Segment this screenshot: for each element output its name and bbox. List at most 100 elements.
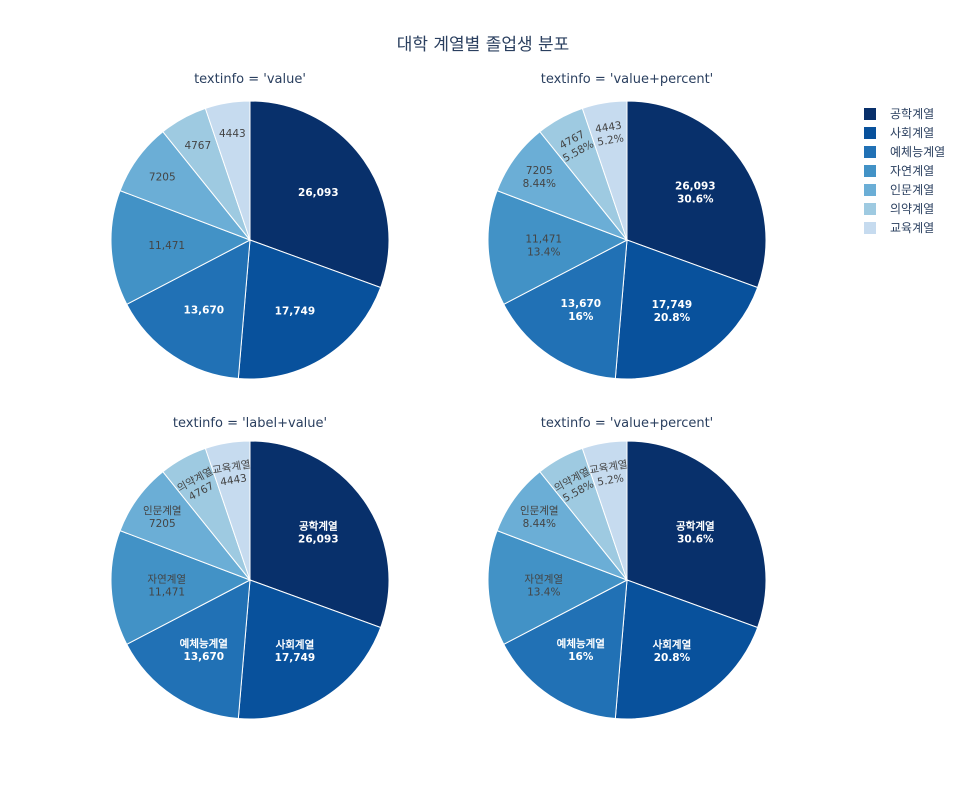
pie-4-label-3-line-1: 예체능계열 bbox=[557, 637, 605, 650]
pie-4-title: textinfo = 'value+percent' bbox=[541, 416, 714, 431]
legend-label-7: 교육계열 bbox=[890, 221, 934, 235]
pie-4-label-4-line-2: 13.4% bbox=[527, 586, 560, 598]
pie-4-label-1-line-1: 공학계열 bbox=[676, 520, 715, 533]
pie-2-slice-7 bbox=[581, 100, 628, 241]
pie-3-slice-2 bbox=[237, 579, 382, 720]
pie-1-slice-4 bbox=[110, 189, 252, 305]
pie-4-label-4-line-1: 자연계열 bbox=[524, 573, 563, 585]
legend-item-4[interactable]: 자연계열 bbox=[864, 164, 934, 178]
pie-4-slice-7 bbox=[581, 440, 628, 581]
legend-swatch-2 bbox=[864, 127, 876, 139]
pie-2-label-7-line-1: 4443 bbox=[594, 120, 622, 136]
pie-2-label-2-line-1: 17,749 bbox=[652, 299, 693, 311]
pie-4-label-2-line-2: 20.8% bbox=[654, 652, 691, 664]
legend-item-2[interactable]: 사회계열 bbox=[864, 126, 934, 140]
pie-1-label-2-line-1: 17,749 bbox=[275, 305, 316, 317]
pie-4-slice-2 bbox=[614, 579, 759, 720]
pie-1: textinfo = 'value' 26,093 17,749 13,670 11,4… bbox=[110, 72, 390, 380]
pie-1-slice-1 bbox=[249, 100, 390, 289]
pie-4-slice-3 bbox=[503, 579, 628, 720]
pie-2-slice-3 bbox=[503, 239, 628, 380]
pie-2-slice-4 bbox=[487, 189, 629, 305]
pie-1-label-1-line-1: 26,093 bbox=[298, 187, 339, 199]
pie-2-label-3-line-1: 13,670 bbox=[561, 298, 602, 310]
legend-swatch-5 bbox=[864, 184, 876, 196]
pie-3-label-4-line-2: 11,471 bbox=[148, 586, 185, 598]
pie-3-label-2-line-1: 사회계열 bbox=[276, 638, 315, 651]
legend-label-5: 인문계열 bbox=[890, 183, 934, 197]
pie-1-label-5-line-1: 7205 bbox=[149, 171, 176, 183]
pie-1-slice-7 bbox=[204, 100, 251, 241]
pie-3-label-1-line-2: 26,093 bbox=[298, 534, 339, 546]
pie-3-label-1-line-1: 공학계열 bbox=[299, 520, 338, 533]
pie-2-label-5-line-1: 7205 bbox=[526, 165, 553, 177]
pie-2-label-1-line-1: 26,093 bbox=[675, 181, 716, 193]
legend-item-1[interactable]: 공학계열 bbox=[864, 107, 934, 121]
pie-3-label-5-line-1: 인문계열 bbox=[143, 505, 182, 517]
legend-swatch-4 bbox=[864, 165, 876, 177]
pie-4-slice-1 bbox=[626, 440, 767, 629]
pie-4-label-3-line-2: 16% bbox=[568, 651, 594, 663]
pie-4-label-7-line-2: 5.2% bbox=[596, 472, 624, 488]
legend-label-4: 자연계열 bbox=[890, 164, 934, 178]
pie-2-slice-2 bbox=[614, 239, 759, 380]
pie-4-label-1-line-2: 30.6% bbox=[677, 534, 714, 546]
legend-swatch-3 bbox=[864, 146, 876, 158]
pie-1-title: textinfo = 'value' bbox=[194, 72, 306, 87]
pie-3-label-5-line-2: 7205 bbox=[149, 518, 176, 530]
pie-2-label-5-line-2: 8.44% bbox=[523, 178, 556, 190]
pie-2-title: textinfo = 'value+percent' bbox=[541, 72, 714, 87]
pie-4-slice-4 bbox=[487, 529, 629, 645]
legend-swatch-7 bbox=[864, 222, 876, 234]
pie-1-label-7: 4443 bbox=[219, 128, 246, 140]
legend-label-3: 예체능계열 bbox=[890, 145, 945, 159]
pie-1-label-5: 7205 bbox=[149, 171, 176, 183]
pie-3-slice-3 bbox=[126, 579, 251, 720]
pie-1-label-1: 26,093 bbox=[298, 187, 339, 199]
pie-1-label-4: 11,471 bbox=[148, 240, 185, 252]
pie-1-label-3: 13,670 bbox=[184, 304, 225, 316]
legend-label-6: 의약계열 bbox=[890, 201, 934, 216]
pie-2-label-4-line-1: 11,471 bbox=[525, 233, 562, 245]
pie-3-label-3-line-1: 예체능계열 bbox=[180, 637, 228, 650]
legend-item-6[interactable]: 의약계열 bbox=[864, 201, 934, 216]
pie-3-slice-7 bbox=[204, 440, 251, 581]
chart-title: 대학 계열별 졸업생 분포 bbox=[397, 35, 570, 55]
pie-3-label-7-line-2: 4443 bbox=[219, 472, 247, 488]
legend-item-5[interactable]: 인문계열 bbox=[864, 183, 934, 197]
legend-label-2: 사회계열 bbox=[890, 126, 934, 140]
legend-item-7[interactable]: 교육계열 bbox=[864, 221, 934, 235]
pie-1-slice-2 bbox=[237, 239, 382, 380]
pie-1-label-6: 4767 bbox=[184, 140, 211, 152]
legend-swatch-6 bbox=[864, 203, 876, 215]
pie-2-label-4-line-2: 13.4% bbox=[527, 246, 560, 258]
pie-1-label-3-line-1: 13,670 bbox=[184, 304, 225, 316]
pie-1-label-7-line-1: 4443 bbox=[219, 128, 246, 140]
pie-2-label-7-line-2: 5.2% bbox=[596, 132, 624, 148]
pie-1-label-4-line-1: 11,471 bbox=[148, 240, 185, 252]
legend-item-3[interactable]: 예체능계열 bbox=[864, 145, 945, 159]
pie-2-label-2-line-2: 20.8% bbox=[654, 312, 691, 324]
pie-3-title: textinfo = 'label+value' bbox=[173, 416, 327, 431]
pie-4-label-5-line-1: 인문계열 bbox=[520, 505, 559, 517]
